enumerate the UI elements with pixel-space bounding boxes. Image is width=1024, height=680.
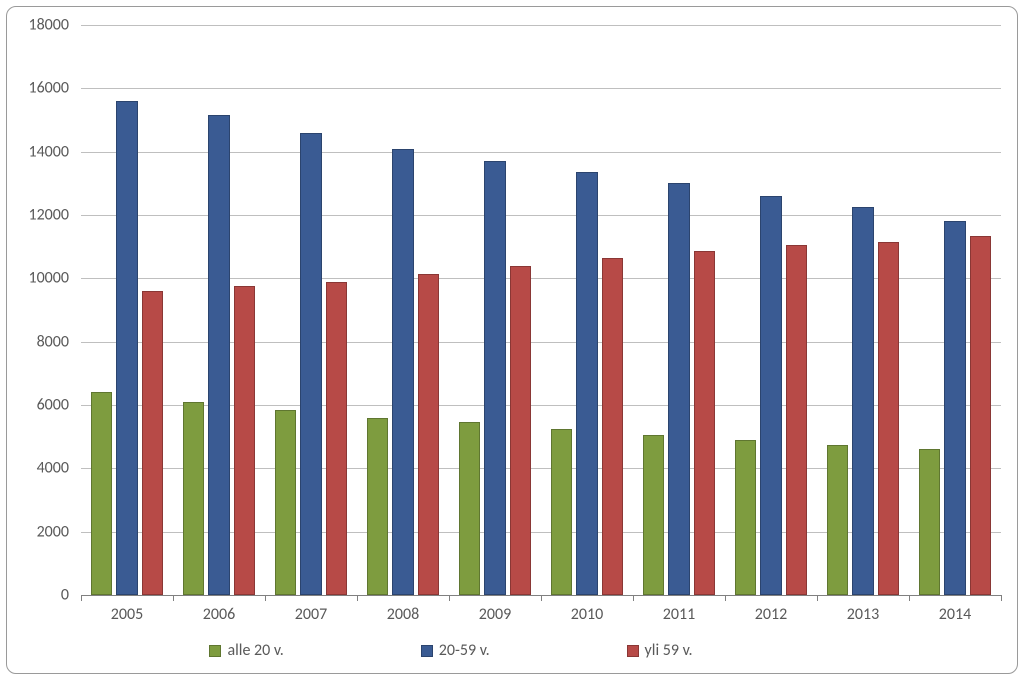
bar: [944, 221, 965, 595]
bar: [418, 274, 439, 595]
bar: [459, 422, 480, 595]
x-tick: [173, 595, 174, 601]
bar: [735, 440, 756, 595]
legend-label: yli 59 v.: [645, 641, 693, 660]
x-tick: [449, 595, 450, 601]
bar: [668, 183, 689, 595]
x-tick: [357, 595, 358, 601]
bar: [275, 410, 296, 595]
x-tick: [541, 595, 542, 601]
x-tick-label: 2008: [387, 605, 419, 624]
x-tick-label: 2007: [295, 605, 327, 624]
y-tick-label: 6000: [37, 396, 69, 415]
x-tick-label: 2005: [111, 605, 143, 624]
x-tick: [725, 595, 726, 601]
y-tick-label: 10000: [28, 269, 69, 288]
bar: [116, 101, 137, 595]
legend-item: alle 20 v.: [209, 641, 283, 660]
x-tick-label: 2006: [203, 605, 235, 624]
bar: [392, 149, 413, 596]
x-tick-label: 2011: [663, 605, 695, 624]
x-tick: [909, 595, 910, 601]
y-tick-label: 16000: [28, 79, 69, 98]
bar: [643, 435, 664, 595]
x-tick: [265, 595, 266, 601]
x-tick-label: 2010: [571, 605, 603, 624]
bar: [576, 172, 597, 595]
bar: [326, 282, 347, 596]
bar: [91, 392, 112, 595]
bar: [694, 251, 715, 595]
bar: [208, 115, 229, 595]
legend-swatch: [627, 645, 639, 657]
x-tick-label: 2009: [479, 605, 511, 624]
y-tick-label: 4000: [37, 459, 69, 478]
bar: [484, 161, 505, 595]
legend-swatch: [209, 645, 221, 657]
legend-item: 20-59 v.: [421, 641, 490, 660]
bar: [970, 236, 991, 595]
bar: [234, 286, 255, 595]
bar: [878, 242, 899, 595]
bar: [852, 207, 873, 595]
legend-label: 20-59 v.: [439, 641, 490, 660]
bar: [919, 449, 940, 595]
y-tick-label: 2000: [37, 522, 69, 541]
legend-label: alle 20 v.: [227, 641, 283, 660]
bar: [786, 245, 807, 595]
bar: [300, 133, 321, 595]
x-tick: [81, 595, 82, 601]
bar: [602, 258, 623, 595]
y-tick-label: 0: [61, 586, 69, 605]
chart-frame: alle 20 v. 20-59 v. yli 59 v. 0 2000 4000 600…: [6, 6, 1018, 674]
x-tick: [633, 595, 634, 601]
bar: [551, 429, 572, 595]
y-tick-label: 18000: [28, 16, 69, 35]
y-tick-label: 14000: [28, 142, 69, 161]
legend-item: yli 59 v.: [627, 641, 693, 660]
bar: [760, 196, 781, 595]
bar: [367, 418, 388, 595]
bar: [510, 266, 531, 595]
bar: [827, 445, 848, 595]
legend: alle 20 v. 20-59 v. yli 59 v.: [141, 641, 761, 660]
gridline: [81, 25, 1001, 26]
x-tick-label: 2013: [847, 605, 879, 624]
x-tick: [817, 595, 818, 601]
plot-area: [81, 25, 1001, 595]
bar: [183, 402, 204, 595]
x-tick-label: 2014: [939, 605, 971, 624]
y-tick-label: 8000: [37, 332, 69, 351]
x-tick-label: 2012: [755, 605, 787, 624]
bar: [142, 291, 163, 595]
x-tick: [1001, 595, 1002, 601]
y-tick-label: 12000: [28, 206, 69, 225]
legend-swatch: [421, 645, 433, 657]
gridline: [81, 88, 1001, 89]
